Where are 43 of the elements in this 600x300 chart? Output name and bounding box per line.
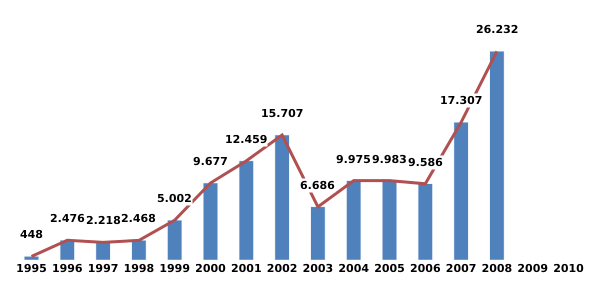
x-tick-label: 2003 <box>302 262 334 275</box>
x-tick-label: 1999 <box>159 262 190 275</box>
bar <box>490 51 504 260</box>
x-tick-label: 2002 <box>266 262 298 275</box>
bar <box>238 160 254 260</box>
data-label: 448 <box>20 228 43 241</box>
x-tick-label: 2008 <box>482 262 512 275</box>
data-label: 17.307 <box>440 94 482 107</box>
bar <box>274 134 290 260</box>
x-tick-label: 2005 <box>374 262 405 275</box>
data-label: 5.002 <box>157 192 192 205</box>
data-label: 9.677 <box>193 155 228 168</box>
data-label: 12.459 <box>225 133 268 146</box>
x-tick-label: 1996 <box>52 262 83 275</box>
bar <box>310 206 326 260</box>
data-label: 2.218 <box>86 214 121 227</box>
x-tick-label: 2007 <box>446 262 476 275</box>
x-tick-label: 2006 <box>410 262 441 275</box>
bar <box>382 180 397 260</box>
data-label: 9.983 <box>372 153 407 166</box>
x-tick-label: 2010 <box>553 262 584 275</box>
x-tick-label: 2001 <box>230 262 262 275</box>
bar <box>454 122 469 260</box>
data-label: 9.586 <box>408 156 444 169</box>
x-tick-label: 1997 <box>88 262 118 275</box>
bar <box>203 182 218 260</box>
data-label: 2.468 <box>121 212 156 225</box>
data-label: 2.476 <box>50 212 86 225</box>
data-label: 15.707 <box>261 107 304 120</box>
bar <box>131 240 146 260</box>
data-label: 26.232 <box>476 23 518 36</box>
x-tick-label: 1995 <box>16 262 47 275</box>
bar <box>24 256 39 260</box>
x-tick-label: 2000 <box>195 262 226 275</box>
data-label: 6.686 <box>300 179 336 192</box>
bar <box>346 180 362 260</box>
bar <box>96 242 110 260</box>
bar <box>418 183 433 260</box>
x-tick-label: 1998 <box>124 262 154 275</box>
data-label: 9.975 <box>336 153 371 166</box>
x-tick-label: 2004 <box>338 262 370 275</box>
x-tick-label: 2009 <box>517 262 548 275</box>
bar <box>167 220 182 260</box>
